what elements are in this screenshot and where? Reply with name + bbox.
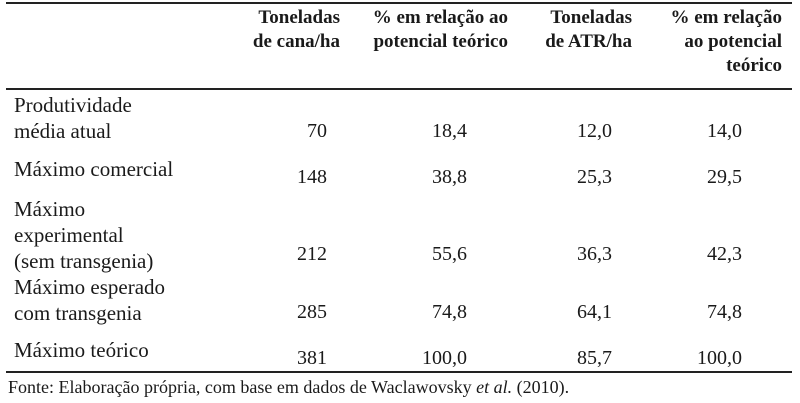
table-cell: 74,8 <box>432 301 467 323</box>
table-cell: 38,8 <box>432 166 467 188</box>
header-percent-potencial: % em relação ao potencial teórico <box>372 7 508 52</box>
table-cell: 212 <box>297 243 327 265</box>
table-cell: 64,1 <box>577 301 612 323</box>
header-percent-potencial-atr: % em relação ao potencial teórico <box>670 7 783 76</box>
table-cell: 85,7 <box>577 347 612 369</box>
row-label: Máximo comercial <box>14 157 174 181</box>
source-note: Fonte: Elaboração própria, com base em d… <box>8 375 569 399</box>
table-cell: 14,0 <box>707 120 742 142</box>
row-label: Produtividade média atual <box>14 93 132 143</box>
header-toneladas-atr: Toneladas de ATR/ha <box>545 7 632 52</box>
table-cell: 42,3 <box>707 243 742 265</box>
table-cell: 70 <box>307 120 327 142</box>
table-cell: 36,3 <box>577 243 612 265</box>
source-suffix: (2010). <box>512 377 570 397</box>
table-cell: 55,6 <box>432 243 467 265</box>
table-bottom-rule <box>6 371 792 373</box>
table-cell: 25,3 <box>577 166 612 188</box>
header-toneladas-cana: Toneladas de cana/ha <box>252 7 340 52</box>
row-label: Máximo teórico <box>14 338 149 362</box>
table-cell: 148 <box>297 166 327 188</box>
row-label: Máximo experimental (sem transgenia) <box>14 197 154 273</box>
table-cell: 74,8 <box>707 301 742 323</box>
table-cell: 100,0 <box>697 347 742 369</box>
table-cell: 12,0 <box>577 120 612 142</box>
table-header-rule <box>6 88 792 90</box>
row-label: Máximo esperado com transgenia <box>14 275 166 325</box>
table-cell: 100,0 <box>422 347 467 369</box>
table-cell: 285 <box>297 301 327 323</box>
table-top-rule <box>6 2 792 4</box>
table-cell: 29,5 <box>707 166 742 188</box>
table-cell: 381 <box>297 347 327 369</box>
table-cell: 18,4 <box>432 120 467 142</box>
source-prefix: Fonte: Elaboração própria, com base em d… <box>8 377 477 397</box>
source-etal: et al. <box>476 377 513 397</box>
